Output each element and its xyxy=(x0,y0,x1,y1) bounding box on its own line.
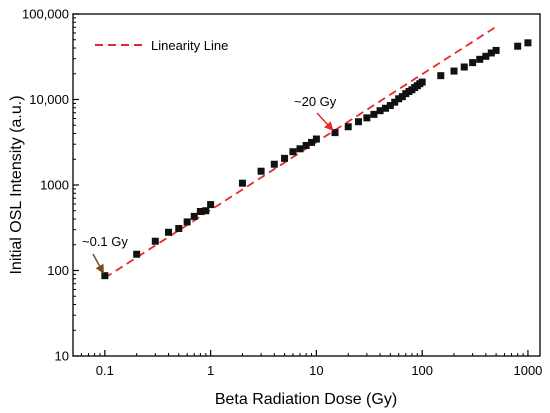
data-point xyxy=(460,63,468,71)
y-tick-label: 1000 xyxy=(40,178,69,193)
data-point xyxy=(257,167,265,175)
data-point xyxy=(312,135,320,143)
legend: Linearity Line xyxy=(95,38,228,53)
y-tick-label: 10 xyxy=(55,349,69,364)
data-point xyxy=(101,272,109,280)
x-tick-labels: 0.1 1 10 100 1000 xyxy=(96,363,543,378)
data-point xyxy=(482,52,490,60)
data-point xyxy=(418,78,426,86)
data-points xyxy=(101,39,532,280)
data-point xyxy=(386,102,394,110)
y-tick-label: 100 xyxy=(47,263,69,278)
data-point xyxy=(270,160,278,168)
data-point xyxy=(524,39,532,47)
data-point xyxy=(133,250,141,258)
data-point xyxy=(376,107,384,115)
data-point xyxy=(395,95,403,103)
data-point xyxy=(281,154,289,162)
data-point xyxy=(302,141,310,149)
data-point xyxy=(391,98,399,106)
x-axis-title: Beta Radiation Dose (Gy) xyxy=(215,391,397,408)
annotation-label: ~0.1 Gy xyxy=(82,234,128,249)
data-point xyxy=(190,212,198,220)
data-point xyxy=(151,237,159,245)
data-point xyxy=(238,179,246,187)
y-axis-title: Initial OSL Intensity (a.u.) xyxy=(8,95,25,274)
data-point xyxy=(289,148,297,156)
data-point xyxy=(175,224,183,232)
data-point xyxy=(476,55,484,63)
data-point xyxy=(308,138,316,146)
data-point xyxy=(514,42,522,50)
x-tick-label: 1000 xyxy=(513,363,542,378)
data-point xyxy=(202,207,210,215)
annotation-arrow xyxy=(92,253,105,274)
axis-ticks xyxy=(72,13,529,357)
data-point xyxy=(450,67,458,75)
data-point xyxy=(354,118,362,126)
data-point xyxy=(437,72,445,80)
data-point xyxy=(487,49,495,57)
legend-label: Linearity Line xyxy=(151,38,228,53)
data-point xyxy=(296,145,304,153)
data-point xyxy=(370,110,378,118)
annotation-arrow xyxy=(316,112,334,131)
data-point xyxy=(344,123,352,131)
x-tick-label: 10 xyxy=(309,363,323,378)
x-tick-label: 100 xyxy=(411,363,433,378)
data-point xyxy=(492,46,500,54)
annotation-layer: ~0.1 Gy ~20 Gy xyxy=(82,94,337,274)
x-tick-label: 1 xyxy=(207,363,214,378)
data-point xyxy=(381,104,389,112)
data-point xyxy=(469,59,477,67)
data-point xyxy=(331,129,339,137)
y-tick-label: 10,000 xyxy=(29,92,69,107)
y-tick-label: 100,000 xyxy=(22,7,69,22)
annotation-label: ~20 Gy xyxy=(294,94,337,109)
data-point xyxy=(363,114,371,122)
data-point xyxy=(183,218,191,226)
x-tick-label: 0.1 xyxy=(96,363,114,378)
y-tick-labels: 10 100 1000 10,000 100,000 xyxy=(22,7,69,364)
data-point xyxy=(165,228,173,236)
data-point xyxy=(196,207,204,215)
data-point xyxy=(207,201,215,209)
